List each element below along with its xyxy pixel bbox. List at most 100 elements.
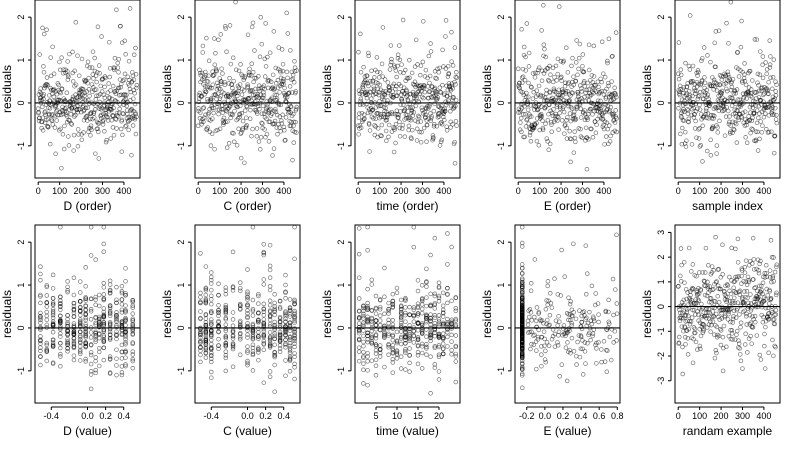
data-point: [735, 300, 740, 305]
data-point: [40, 128, 46, 133]
x-tick-label: 200: [394, 186, 409, 196]
data-point: [58, 323, 63, 329]
data-point: [203, 324, 209, 330]
data-point: [285, 75, 290, 81]
data-point: [56, 98, 61, 103]
data-point: [130, 324, 136, 329]
data-point: [212, 146, 217, 152]
data-point: [545, 117, 551, 123]
data-point: [729, 331, 735, 336]
data-point: [65, 342, 70, 348]
points: [355, 17, 460, 166]
data-point: [88, 133, 93, 138]
data-point: [58, 307, 63, 313]
data-point: [107, 325, 113, 331]
data-point: [267, 275, 273, 280]
data-point: [429, 114, 434, 119]
data-point: [774, 262, 780, 267]
data-point: [751, 111, 757, 116]
data-point: [292, 341, 297, 346]
data-point: [532, 75, 538, 80]
data-point: [413, 118, 418, 123]
data-point: [65, 288, 70, 293]
data-point: [584, 87, 589, 93]
data-point: [555, 71, 560, 77]
data-point: [361, 343, 366, 349]
data-point: [223, 322, 229, 327]
data-point: [277, 90, 282, 95]
data-point: [267, 287, 273, 293]
data-point: [742, 270, 748, 275]
data-point: [445, 326, 450, 332]
data-point: [527, 132, 533, 138]
data-point: [107, 321, 113, 326]
data-point: [107, 332, 113, 338]
data-point: [735, 97, 741, 102]
data-point: [263, 64, 269, 69]
data-point: [93, 302, 98, 308]
data-point: [538, 317, 543, 322]
data-point: [272, 326, 277, 331]
data-point: [261, 83, 267, 88]
data-point: [93, 294, 98, 300]
data-point: [696, 69, 701, 75]
data-point: [690, 307, 695, 313]
data-point: [544, 339, 550, 345]
data-point: [83, 341, 88, 346]
data-point: [609, 79, 614, 84]
data-point: [534, 138, 540, 144]
data-point: [703, 283, 708, 289]
data-point: [757, 283, 762, 289]
data-point: [453, 318, 459, 323]
data-point: [603, 309, 609, 315]
data-point: [255, 101, 261, 106]
points: [35, 6, 140, 171]
data-point: [223, 336, 229, 341]
y-tick-label: 1: [656, 58, 666, 63]
data-point: [53, 151, 58, 157]
data-point: [424, 122, 430, 128]
data-point: [733, 274, 738, 280]
data-point: [120, 132, 125, 138]
data-point: [105, 114, 110, 120]
data-point: [580, 310, 585, 315]
data-point: [250, 323, 256, 328]
data-point: [96, 121, 102, 126]
data-point: [88, 350, 94, 355]
data-point: [732, 295, 737, 301]
data-point: [287, 297, 293, 302]
y-axis-title: residuals: [480, 290, 494, 338]
data-point: [78, 334, 83, 340]
data-point: [528, 281, 534, 286]
data-point: [198, 352, 203, 358]
data-point: [453, 82, 458, 87]
y-tick-label: 2: [176, 240, 186, 245]
data-point: [571, 82, 576, 88]
data-point: [86, 87, 92, 92]
data-point: [552, 276, 557, 281]
data-point: [403, 367, 408, 372]
data-point: [293, 119, 298, 125]
data-point: [605, 58, 610, 64]
data-point: [294, 130, 299, 135]
data-point: [37, 52, 42, 57]
data-point: [380, 25, 386, 30]
data-point: [365, 359, 370, 364]
data-point: [97, 332, 102, 337]
data-point: [518, 120, 523, 125]
data-point: [281, 76, 286, 82]
data-point: [554, 78, 559, 83]
data-point: [740, 366, 745, 371]
data-point: [564, 136, 570, 141]
y-tick-label: 2: [336, 15, 346, 20]
data-point: [613, 287, 618, 292]
data-point: [113, 91, 118, 96]
data-point: [408, 117, 414, 123]
data-point: [704, 87, 710, 93]
data-point: [109, 118, 114, 123]
data-point: [453, 306, 459, 311]
data-point: [114, 297, 119, 303]
data-point: [419, 344, 425, 349]
data-point: [767, 62, 773, 67]
